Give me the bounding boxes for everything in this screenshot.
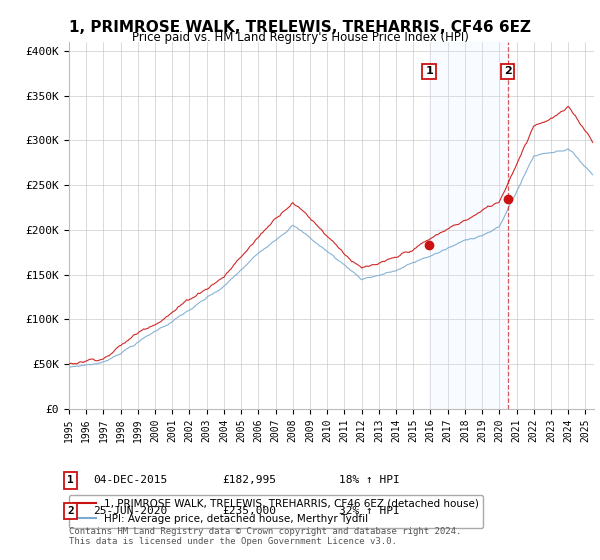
Bar [429, 42, 508, 409]
Text: £182,995: £182,995 [222, 475, 276, 486]
Text: Price paid vs. HM Land Registry's House Price Index (HPI): Price paid vs. HM Land Registry's House … [131, 31, 469, 44]
Legend: 1, PRIMROSE WALK, TRELEWIS, TREHARRIS, CF46 6EZ (detached house), HPI: Average p: 1, PRIMROSE WALK, TRELEWIS, TREHARRIS, C… [69, 494, 484, 528]
Text: £235,000: £235,000 [222, 506, 276, 516]
Text: 2: 2 [504, 66, 511, 76]
Text: 1: 1 [67, 475, 74, 486]
Text: 18% ↑ HPI: 18% ↑ HPI [339, 475, 400, 486]
Text: Contains HM Land Registry data © Crown copyright and database right 2024.
This d: Contains HM Land Registry data © Crown c… [69, 526, 461, 546]
Text: 32% ↑ HPI: 32% ↑ HPI [339, 506, 400, 516]
Text: 2: 2 [67, 506, 74, 516]
Text: 1, PRIMROSE WALK, TRELEWIS, TREHARRIS, CF46 6EZ: 1, PRIMROSE WALK, TRELEWIS, TREHARRIS, C… [69, 20, 531, 35]
Text: 25-JUN-2020: 25-JUN-2020 [93, 506, 167, 516]
Text: 1: 1 [425, 66, 433, 76]
Text: 04-DEC-2015: 04-DEC-2015 [93, 475, 167, 486]
